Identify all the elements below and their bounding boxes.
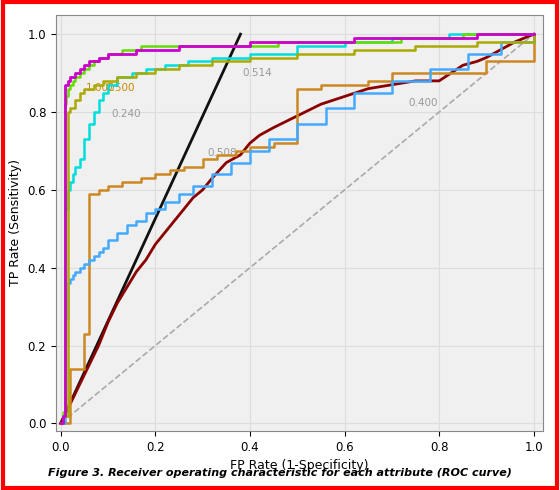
Text: 1.000: 1.000 [85,83,115,93]
Text: 0.508: 0.508 [207,148,237,158]
Text: Figure 3. Receiver operating characteristic for each attribute (ROC curve): Figure 3. Receiver operating characteris… [48,468,512,478]
Text: 0.514: 0.514 [243,68,273,78]
X-axis label: FP Rate (1-Specificity): FP Rate (1-Specificity) [230,460,369,472]
Text: 0.500: 0.500 [106,83,135,93]
Y-axis label: TP Rate (Sensitivity): TP Rate (Sensitivity) [9,159,22,287]
Text: 0.400: 0.400 [408,98,438,108]
Text: 0.240: 0.240 [112,109,142,119]
